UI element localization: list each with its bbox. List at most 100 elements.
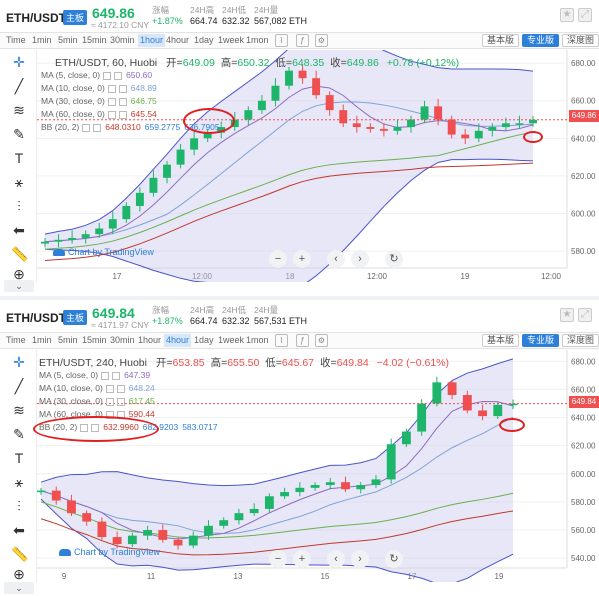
- candle-body: [515, 123, 524, 125]
- zoom-in-icon[interactable]: ⊕: [13, 566, 25, 582]
- text-tool-icon[interactable]: T: [14, 450, 24, 466]
- legend-ma30[interactable]: MA (30, close, 0) 646.75: [41, 96, 157, 106]
- measure-icon[interactable]: ⫶: [17, 198, 21, 214]
- legend-ma30[interactable]: MA (30, close, 0) 617.45: [39, 396, 155, 406]
- view-depth-button[interactable]: 深度图: [562, 34, 599, 47]
- view-pro-button[interactable]: 专业版: [522, 34, 560, 47]
- ruler-icon[interactable]: 📏: [11, 546, 29, 562]
- legend-ma5[interactable]: MA (5, close, 0) 647.39: [39, 370, 151, 380]
- legend-ma5[interactable]: MA (5, close, 0) 650.60: [41, 70, 153, 80]
- zoom-in-icon[interactable]: ⊕: [13, 266, 25, 282]
- zoom-in-icon[interactable]: +: [293, 250, 311, 268]
- tf-1hour[interactable]: 1hour: [138, 34, 166, 47]
- view-pro-button[interactable]: 专业版: [522, 334, 560, 347]
- scroll-left-icon[interactable]: ‹: [327, 250, 345, 268]
- collapse-toolbar-button[interactable]: ⌄: [4, 280, 34, 292]
- reset-icon[interactable]: ↻: [385, 250, 403, 268]
- tf-1hour[interactable]: 1hour: [138, 335, 162, 345]
- chart-panel-1h: ETH/USDT 主板 649.86 ≈ 4172.10 CNY 涨幅 +1.87…: [0, 0, 599, 296]
- trendline-icon[interactable]: ╱: [14, 378, 24, 394]
- compare-icon[interactable]: ⌇: [275, 334, 288, 347]
- ruler-icon[interactable]: 📏: [11, 246, 29, 262]
- stat-volume: 24H量 567,082 ETH: [254, 5, 308, 26]
- collapse-toolbar-button[interactable]: ⌄: [4, 582, 34, 594]
- tf-1week[interactable]: 1week: [218, 35, 245, 45]
- scroll-right-icon[interactable]: ›: [351, 250, 369, 268]
- tf-1min[interactable]: 1min: [32, 35, 52, 45]
- crosshair-icon[interactable]: ✛: [13, 54, 25, 70]
- brush-icon[interactable]: ✎: [13, 426, 25, 442]
- zoom-out-icon[interactable]: −: [269, 550, 287, 568]
- candle-body: [68, 237, 77, 240]
- indicator-icon[interactable]: ƒ: [296, 34, 309, 47]
- legend-ma10[interactable]: MA (10, close, 0) 648.89: [41, 83, 157, 93]
- candle-body: [158, 530, 168, 540]
- tf-5min[interactable]: 5min: [58, 335, 78, 345]
- brush-icon[interactable]: ✎: [13, 126, 25, 142]
- chart-title-row: ETH/USDT, 240, Huobi 开=653.85 高=655.50 低…: [39, 357, 450, 369]
- legend-ma10[interactable]: MA (10, close, 0) 648.24: [39, 383, 155, 393]
- scroll-left-icon[interactable]: ‹: [327, 550, 345, 568]
- tf-5min[interactable]: 5min: [58, 35, 78, 45]
- tf-15min[interactable]: 15min: [82, 335, 107, 345]
- measure-icon[interactable]: ⫶: [17, 498, 21, 514]
- compare-icon[interactable]: ⌇: [275, 34, 288, 47]
- tradingview-watermark[interactable]: Chart by TradingView: [59, 547, 160, 557]
- zoom-out-icon[interactable]: −: [269, 250, 287, 268]
- view-basic-button[interactable]: 基本版: [482, 34, 520, 47]
- fullscreen-icon[interactable]: ⤢: [578, 8, 592, 22]
- bollinger-band-fill: [41, 358, 513, 584]
- scroll-right-icon[interactable]: ›: [351, 550, 369, 568]
- tf-30min[interactable]: 30min: [110, 35, 135, 45]
- back-arrow-icon[interactable]: ⬅: [13, 522, 25, 538]
- symbol-label: ETH/USDT: [6, 311, 66, 325]
- fib-icon[interactable]: ≋: [13, 102, 25, 118]
- candle-body: [295, 487, 305, 493]
- candle-body: [249, 508, 259, 514]
- candle-body: [529, 119, 537, 124]
- star-icon[interactable]: ★: [560, 308, 574, 322]
- tf-1mon[interactable]: 1mon: [246, 335, 269, 345]
- crosshair-icon[interactable]: ✛: [13, 354, 25, 370]
- view-depth-button[interactable]: 深度图: [562, 334, 599, 347]
- ma10-line: [40, 416, 514, 535]
- ma5-line: [40, 400, 514, 540]
- tradingview-logo-icon: [53, 249, 65, 257]
- zoom-in-icon[interactable]: +: [293, 550, 311, 568]
- candle-body: [95, 228, 104, 235]
- tf-time[interactable]: Time: [6, 335, 26, 345]
- fib-icon[interactable]: ≋: [13, 402, 25, 418]
- tf-1min[interactable]: 1min: [32, 335, 52, 345]
- view-basic-button[interactable]: 基本版: [482, 334, 520, 347]
- tf-4hour[interactable]: 4hour: [166, 35, 190, 45]
- trendline-icon[interactable]: ╱: [14, 78, 24, 94]
- settings-icon[interactable]: ⚙: [315, 34, 328, 47]
- pattern-icon[interactable]: ⚹: [14, 174, 24, 190]
- settings-icon[interactable]: ⚙: [315, 334, 328, 347]
- candle-body: [371, 479, 381, 486]
- legend-ma60[interactable]: MA (60, close, 0) 645.54: [41, 109, 157, 119]
- tf-4hour[interactable]: 4hour: [164, 334, 192, 347]
- price-axis-label: 680.00: [571, 357, 596, 366]
- tradingview-watermark[interactable]: Chart by TradingView: [53, 247, 154, 257]
- candle-body: [163, 164, 171, 178]
- tf-1week[interactable]: 1week: [218, 335, 245, 345]
- tf-time[interactable]: Time: [6, 35, 26, 45]
- fullscreen-icon[interactable]: ⤢: [578, 308, 592, 322]
- tf-1day[interactable]: 1day: [194, 35, 214, 45]
- tf-15min[interactable]: 15min: [82, 35, 107, 45]
- candlestick-chart-4h[interactable]: 680.00 660.00 640.00 620.00 600.00 580.00 560.…: [33, 350, 599, 585]
- tf-1mon[interactable]: 1mon: [246, 35, 269, 45]
- candlestick-chart-1h[interactable]: 680.00 660.00 640.00 620.00 600.00 580.00 17 12…: [37, 33, 599, 287]
- reset-icon[interactable]: ↻: [385, 550, 403, 568]
- tf-30min[interactable]: 30min: [110, 335, 135, 345]
- time-axis-label: 17: [113, 272, 122, 281]
- back-arrow-icon[interactable]: ⬅: [13, 222, 25, 238]
- indicator-icon[interactable]: ƒ: [296, 334, 309, 347]
- price-axis-label: 660.00: [571, 97, 596, 106]
- pattern-icon[interactable]: ⚹: [14, 474, 24, 490]
- annotation-circle-bb: [33, 416, 159, 442]
- tf-1day[interactable]: 1day: [194, 335, 214, 345]
- star-icon[interactable]: ★: [560, 8, 574, 22]
- text-tool-icon[interactable]: T: [14, 150, 24, 166]
